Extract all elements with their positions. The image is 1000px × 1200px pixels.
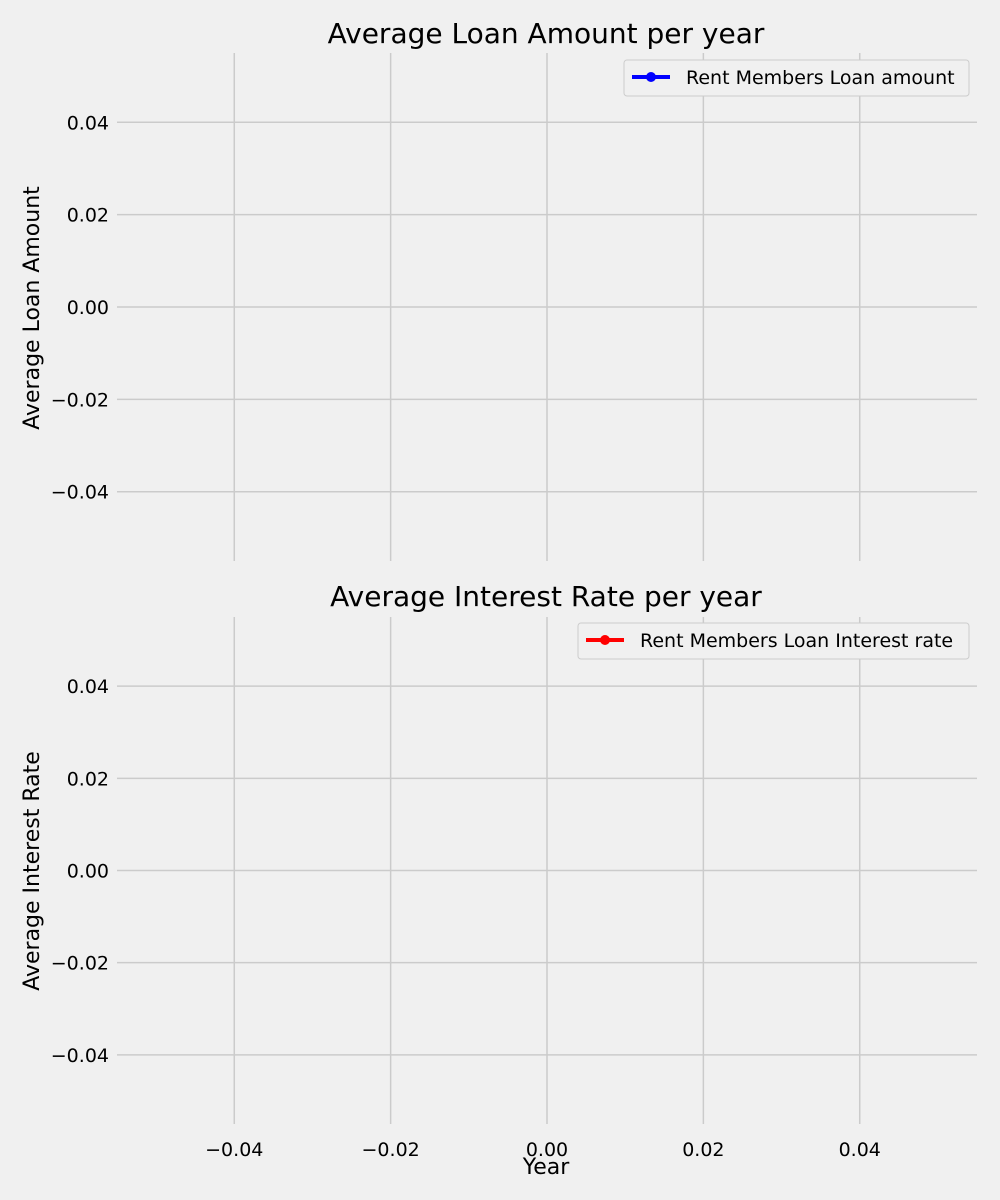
rate-x-tick-label: −0.02 [362,1139,420,1161]
loan-y-tick-label: 0.02 [67,205,109,227]
loan-y-tick-label: −0.02 [51,389,109,411]
rate-x-tick-label: 0.02 [682,1139,724,1161]
rate-y-axis-label: Average Interest Rate [20,751,45,991]
rate-x-tick-label: 0.04 [839,1139,881,1161]
rate-gridlines [117,617,977,1124]
rate-legend: Rent Members Loan Interest rate [577,622,970,660]
rate-chart-title: Average Interest Rate per year [330,580,762,613]
loan-legend: Rent Members Loan amount [623,59,970,97]
rate-y-tick-labels: 0.04 0.02 0.00 −0.02 −0.04 [51,676,109,1067]
rate-x-axis-label: Year [522,1155,571,1180]
rate-legend-label: Rent Members Loan Interest rate [640,630,953,652]
rate-y-tick-label: −0.02 [51,953,109,975]
rate-y-tick-label: −0.04 [51,1045,109,1067]
loan-chart-title: Average Loan Amount per year [328,17,765,50]
loan-legend-marker-icon [646,72,656,82]
rate-y-tick-label: 0.02 [67,768,109,790]
rate-y-tick-label: 0.04 [67,676,109,698]
loan-chart: Average Loan Amount per year 0.040.020.0… [20,17,977,561]
loan-legend-label: Rent Members Loan amount [686,67,955,89]
loan-y-tick-label: 0.04 [67,112,109,134]
loan-y-tick-labels: 0.04 0.02 0.00 −0.02 −0.04 [51,112,109,503]
loan-y-axis-label: Average Loan Amount [20,186,45,430]
rate-legend-marker-icon [600,635,610,645]
loan-gridlines [117,53,977,561]
loan-y-tick-label: 0.00 [67,297,109,319]
rate-legend-box [577,622,970,660]
loan-y-tick-label: −0.04 [51,482,109,504]
loan-legend-box [623,59,970,97]
rate-x-tick-label: 0.00 [526,1139,568,1161]
rate-x-tick-label: −0.04 [205,1139,263,1161]
rate-x-tick-labels: −0.04 −0.02 0.00 0.02 0.04 [205,1139,881,1161]
rate-y-tick-label: 0.00 [67,861,109,883]
rate-chart: Average Interest Rate per year 0.040.020… [20,580,977,1180]
